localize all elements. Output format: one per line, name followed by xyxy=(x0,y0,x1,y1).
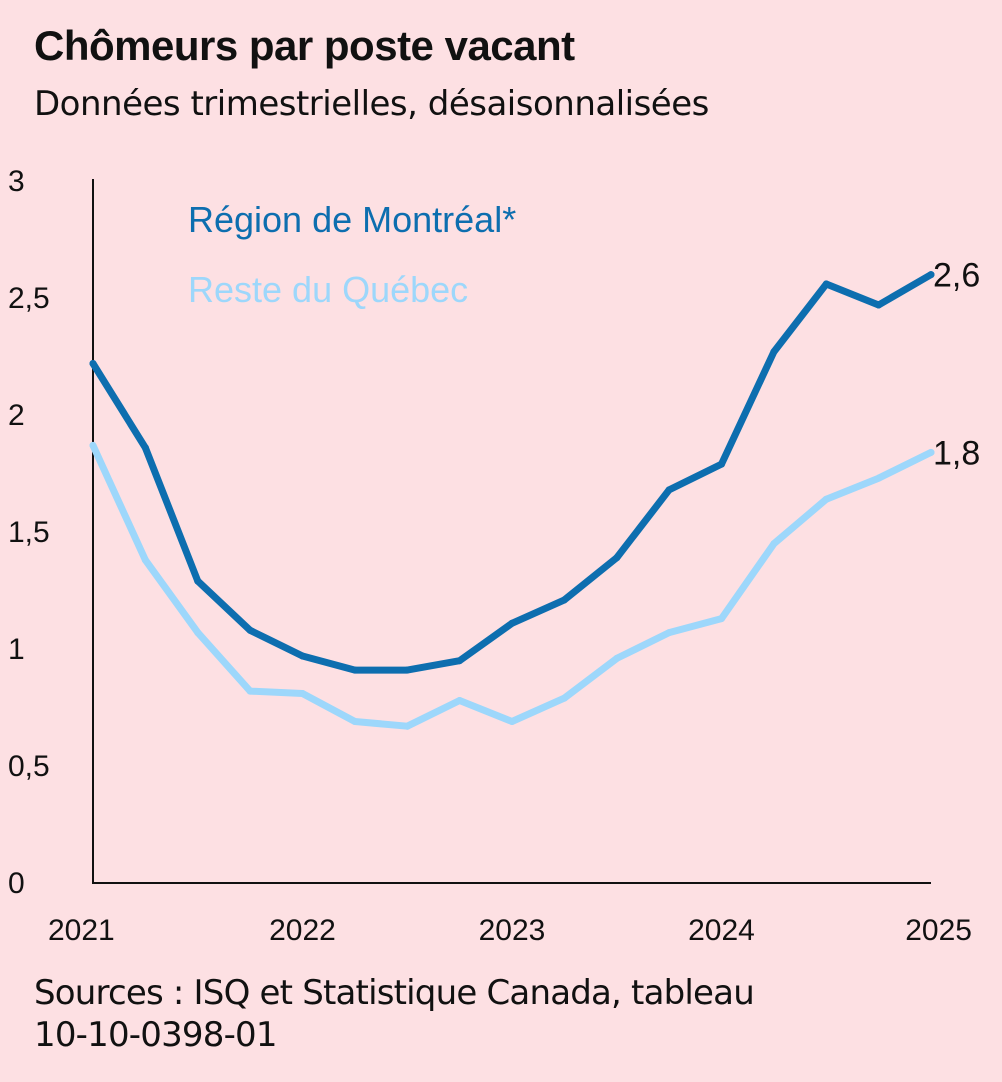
chart-title: Chômeurs par poste vacant xyxy=(34,22,575,69)
y-tick-label: 0,5 xyxy=(8,750,50,783)
data-point-montreal xyxy=(246,626,254,634)
y-tick-label: 2,5 xyxy=(8,282,50,315)
legend-item: Reste du Québec xyxy=(188,269,468,310)
data-point-montreal xyxy=(456,657,464,665)
data-point-reste-du-quebec xyxy=(927,448,935,456)
chart-subtitle: Données trimestrielles, désaisonnalisées xyxy=(34,84,709,124)
x-tick-label: 2022 xyxy=(269,914,336,947)
data-point-montreal xyxy=(141,444,149,452)
data-point-montreal xyxy=(665,486,673,494)
x-tick-label: 2023 xyxy=(479,914,546,947)
data-point-reste-du-quebec xyxy=(456,696,464,704)
x-tick-label: 2021 xyxy=(48,914,115,947)
y-tick-label: 3 xyxy=(8,165,25,198)
y-tick-label: 0 xyxy=(8,867,25,900)
data-point-reste-du-quebec xyxy=(822,495,830,503)
data-point-reste-du-quebec xyxy=(613,654,621,662)
x-tick-label: 2024 xyxy=(688,914,755,947)
data-point-reste-du-quebec xyxy=(141,556,149,564)
data-point-montreal xyxy=(718,460,725,468)
y-tick-label: 1 xyxy=(8,633,25,666)
data-point-reste-du-quebec xyxy=(665,629,673,637)
data-point-reste-du-quebec xyxy=(560,694,568,702)
series-line-reste-du-quebec xyxy=(89,441,935,730)
data-point-montreal xyxy=(875,301,883,309)
x-tick-label: 2025 xyxy=(905,914,972,947)
data-point-reste-du-quebec xyxy=(508,718,516,726)
series-line-montreal xyxy=(89,271,935,674)
y-tick-label: 2 xyxy=(8,399,25,432)
data-point-reste-du-quebec xyxy=(351,718,359,726)
data-point-montreal xyxy=(403,666,411,674)
end-value-label: 1,8 xyxy=(933,434,980,472)
data-point-reste-du-quebec xyxy=(875,474,883,482)
data-point-reste-du-quebec xyxy=(246,687,254,695)
data-point-reste-du-quebec xyxy=(718,615,725,623)
data-point-montreal xyxy=(194,577,202,585)
data-point-reste-du-quebec xyxy=(299,689,306,697)
data-point-montreal xyxy=(927,271,935,279)
data-point-montreal xyxy=(508,619,516,627)
data-point-montreal xyxy=(89,360,97,368)
data-point-montreal xyxy=(560,596,568,604)
data-point-montreal xyxy=(351,666,359,674)
data-point-montreal xyxy=(822,280,830,288)
data-point-montreal xyxy=(770,348,778,356)
data-point-montreal xyxy=(613,554,621,562)
legend-item: Région de Montréal* xyxy=(188,199,516,240)
data-point-reste-du-quebec xyxy=(194,629,202,637)
data-point-reste-du-quebec xyxy=(403,722,411,730)
y-tick-label: 1,5 xyxy=(8,516,50,549)
data-point-reste-du-quebec xyxy=(89,441,97,449)
source-note: Sources : ISQ et Statistique Canada, tab… xyxy=(34,973,755,1055)
end-value-label: 2,6 xyxy=(933,257,980,295)
data-point-reste-du-quebec xyxy=(770,540,778,548)
data-point-montreal xyxy=(299,652,306,660)
